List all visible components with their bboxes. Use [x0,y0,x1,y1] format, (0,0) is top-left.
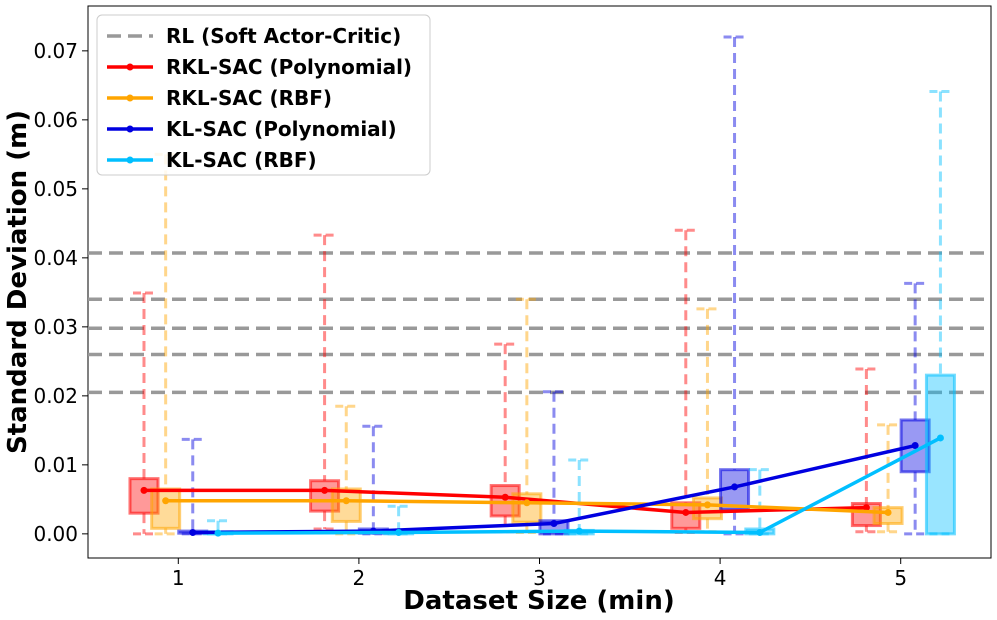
mean-point-3-3 [756,528,764,536]
mean-point-1-3 [703,501,711,509]
legend-label-1: RKL-SAC (Polynomial) [166,55,412,79]
axes: 0.00 0.01 0.02 0.03 0.04 0.05 0.06 0.07 1 2 3 4 5 [33,39,907,590]
y-axis-label: Standard Deviation (m) [3,110,33,454]
legend: RL (Soft Actor-Critic) RKL-SAC (Polynomia… [96,14,431,176]
legend-label-2: RKL-SAC (RBF) [166,86,332,110]
mean-point-1-1 [342,497,350,505]
box-groups [128,35,956,536]
x-tick-label-2: 3 [533,566,546,590]
box-3-4 [924,373,956,536]
box-0-1 [309,479,341,513]
y-tick-label-4: 0.04 [33,246,78,270]
mean-point-1-4 [884,508,892,516]
legend-label-3: KL-SAC (Polynomial) [166,117,397,141]
mean-point-2-0 [189,528,197,536]
legend-marker-4 [126,156,134,164]
mean-point-0-0 [140,486,148,494]
legend-box [96,14,431,176]
y-tick-label-5: 0.05 [33,177,78,201]
y-tick-label-2: 0.02 [33,384,78,408]
y-tick-label-0: 0.00 [33,522,78,546]
box-1-0 [150,487,182,530]
mean-point-3-2 [575,527,583,535]
mean-point-0-2 [501,493,509,501]
y-tick-label-7: 0.07 [33,39,78,63]
x-tick-label-3: 4 [714,566,727,590]
mean-lines [140,434,944,537]
x-tick-label-0: 1 [172,566,185,590]
mean-point-3-1 [395,528,403,536]
x-tick-label-1: 2 [353,566,366,590]
y-tick-label-3: 0.03 [33,315,78,339]
mean-point-3-4 [936,434,944,442]
y-tick-label-6: 0.06 [33,108,78,132]
x-tick-label-4: 5 [894,566,907,590]
legend-label-4: KL-SAC (RBF) [166,148,317,172]
box-1-1 [330,487,362,523]
reference-lines [88,251,991,395]
mean-point-2-4 [911,442,919,450]
mean-point-2-2 [550,520,558,527]
legend-marker-1 [126,63,134,71]
box-0-0 [128,477,160,515]
x-axis-label: Dataset Size (min) [403,586,674,616]
mean-point-0-3 [682,508,690,516]
y-tick-label-1: 0.01 [33,453,78,477]
mean-point-1-2 [523,499,531,507]
mean-point-0-4 [862,504,870,512]
mean-point-3-0 [214,529,222,537]
legend-marker-2 [126,94,134,102]
mean-point-0-1 [321,486,329,494]
legend-marker-3 [126,125,134,133]
mean-point-1-0 [162,497,170,505]
legend-label-0: RL (Soft Actor-Critic) [166,24,401,48]
mean-point-2-3 [731,483,739,491]
